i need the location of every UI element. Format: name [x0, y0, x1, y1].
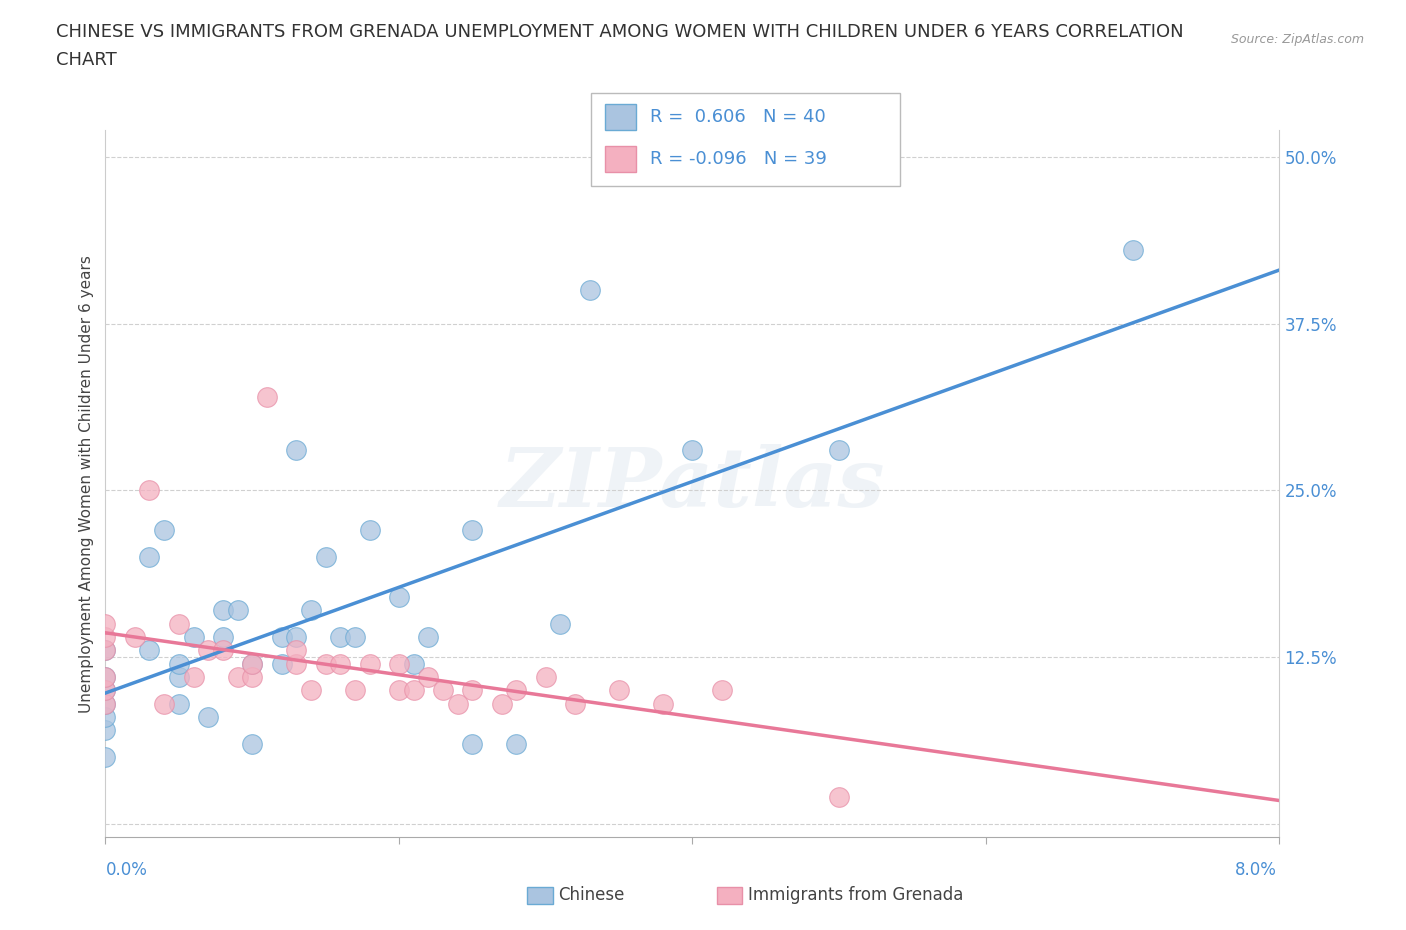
Point — [285, 643, 308, 658]
Point — [211, 643, 233, 658]
Text: CHART: CHART — [56, 51, 117, 69]
Text: Chinese: Chinese — [558, 885, 624, 904]
Point — [315, 550, 337, 565]
Point — [167, 657, 190, 671]
Point — [343, 683, 366, 698]
Point — [343, 630, 366, 644]
Point — [167, 670, 190, 684]
Point — [828, 790, 851, 804]
Point — [388, 590, 411, 604]
Point — [167, 617, 190, 631]
Point — [94, 683, 117, 698]
Point — [211, 603, 233, 618]
Point — [285, 657, 308, 671]
Point — [94, 697, 117, 711]
Point — [432, 683, 454, 698]
Point — [183, 670, 205, 684]
Point — [94, 723, 117, 737]
Point — [505, 737, 527, 751]
Point — [315, 657, 337, 671]
Point — [94, 643, 117, 658]
Point — [94, 670, 117, 684]
Point — [94, 710, 117, 724]
Point — [197, 643, 219, 658]
Point — [828, 443, 851, 458]
Point — [447, 697, 470, 711]
Point — [285, 630, 308, 644]
Point — [167, 697, 190, 711]
Point — [388, 683, 411, 698]
Point — [240, 657, 263, 671]
Point — [138, 643, 160, 658]
Point — [153, 697, 176, 711]
Point — [491, 697, 513, 711]
Point — [256, 390, 278, 405]
Point — [94, 643, 117, 658]
Point — [418, 630, 440, 644]
Text: 8.0%: 8.0% — [1234, 860, 1277, 879]
Point — [652, 697, 675, 711]
Point — [138, 550, 160, 565]
Y-axis label: Unemployment Among Women with Children Under 6 years: Unemployment Among Women with Children U… — [79, 255, 94, 712]
Point — [226, 603, 249, 618]
Point — [359, 523, 381, 538]
Point — [505, 683, 527, 698]
Text: R = -0.096   N = 39: R = -0.096 N = 39 — [650, 150, 827, 168]
Point — [270, 630, 292, 644]
Point — [564, 697, 586, 711]
Point — [710, 683, 733, 698]
Point — [682, 443, 704, 458]
Point — [607, 683, 630, 698]
Point — [240, 670, 263, 684]
Point — [550, 617, 572, 631]
Point — [388, 657, 411, 671]
Point — [240, 737, 263, 751]
Point — [124, 630, 146, 644]
Point — [94, 750, 117, 764]
Point — [94, 630, 117, 644]
Point — [270, 657, 292, 671]
Point — [578, 283, 600, 298]
Point — [461, 683, 484, 698]
Point — [138, 483, 160, 498]
Point — [402, 657, 425, 671]
Point — [285, 443, 308, 458]
Text: ZIPatlas: ZIPatlas — [499, 444, 886, 524]
Point — [329, 630, 352, 644]
Point — [461, 737, 484, 751]
Point — [94, 697, 117, 711]
Point — [153, 523, 176, 538]
Point — [240, 657, 263, 671]
Text: Source: ZipAtlas.com: Source: ZipAtlas.com — [1230, 33, 1364, 46]
Point — [94, 670, 117, 684]
Point — [94, 617, 117, 631]
Point — [534, 670, 557, 684]
Point — [402, 683, 425, 698]
Text: R =  0.606   N = 40: R = 0.606 N = 40 — [650, 108, 825, 126]
Text: Immigrants from Grenada: Immigrants from Grenada — [748, 885, 963, 904]
Point — [329, 657, 352, 671]
Point — [359, 657, 381, 671]
Point — [183, 630, 205, 644]
Point — [418, 670, 440, 684]
Text: 0.0%: 0.0% — [105, 860, 148, 879]
Point — [226, 670, 249, 684]
Point — [299, 683, 322, 698]
Point — [94, 683, 117, 698]
Point — [211, 630, 233, 644]
Point — [197, 710, 219, 724]
Point — [1122, 243, 1144, 258]
Point — [299, 603, 322, 618]
Point — [461, 523, 484, 538]
Text: CHINESE VS IMMIGRANTS FROM GRENADA UNEMPLOYMENT AMONG WOMEN WITH CHILDREN UNDER : CHINESE VS IMMIGRANTS FROM GRENADA UNEMP… — [56, 23, 1184, 41]
